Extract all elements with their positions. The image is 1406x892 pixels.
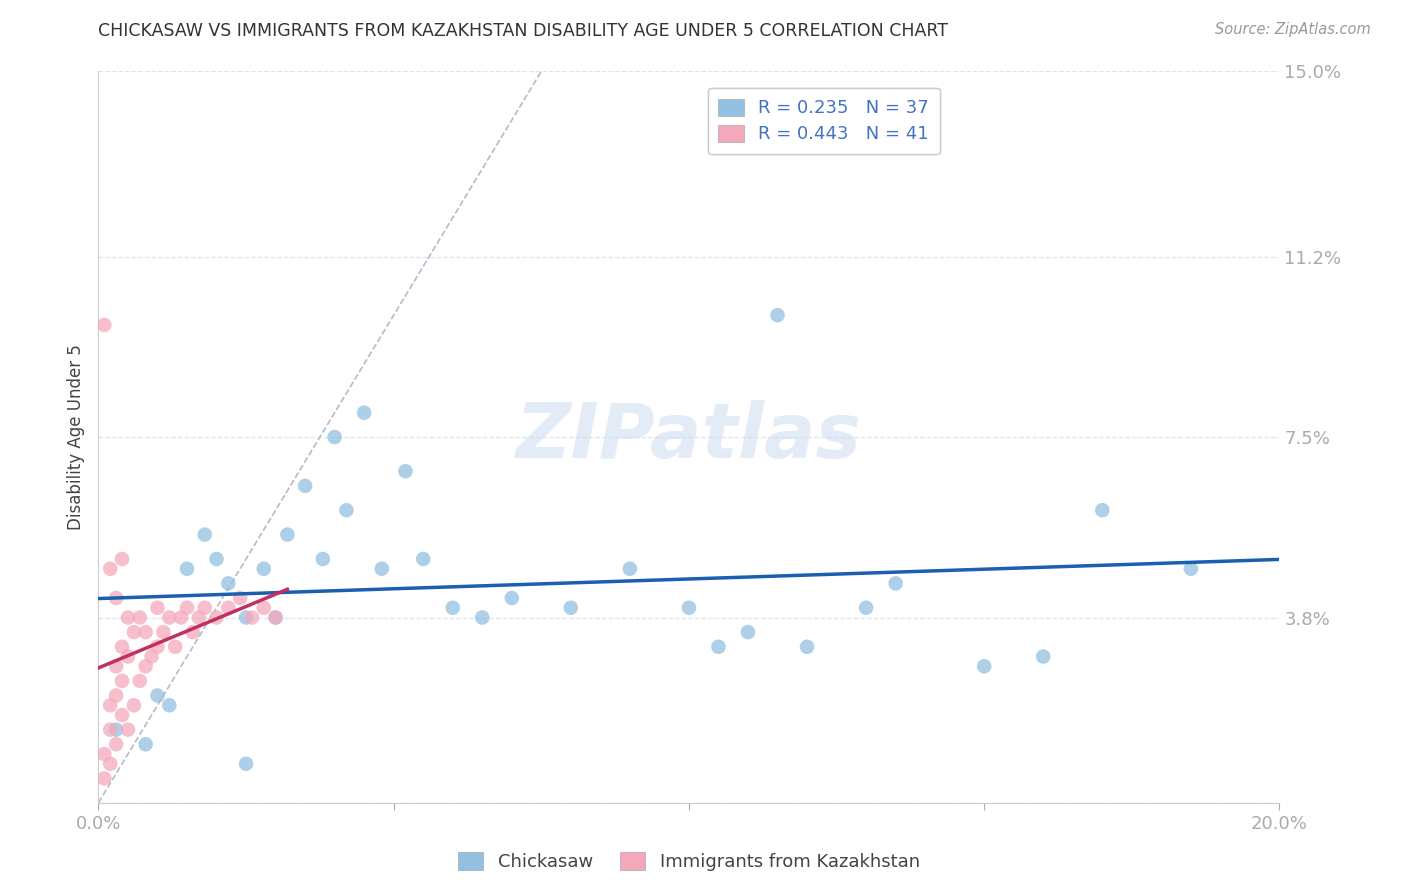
- Point: [98, 562, 121, 576]
- Point: [1032, 649, 1054, 664]
- Point: [264, 610, 287, 624]
- Point: [117, 649, 139, 664]
- Point: [105, 737, 128, 751]
- Point: [217, 600, 239, 615]
- Point: [146, 689, 169, 703]
- Point: [135, 659, 157, 673]
- Point: [796, 640, 818, 654]
- Point: [240, 610, 263, 624]
- Point: [146, 640, 169, 654]
- Point: [194, 527, 217, 541]
- Point: [371, 562, 394, 576]
- Point: [141, 649, 163, 664]
- Point: [111, 708, 134, 723]
- Point: [105, 723, 128, 737]
- Point: [128, 673, 150, 688]
- Text: CHICKASAW VS IMMIGRANTS FROM KAZAKHSTAN DISABILITY AGE UNDER 5 CORRELATION CHART: CHICKASAW VS IMMIGRANTS FROM KAZAKHSTAN …: [98, 22, 949, 40]
- Point: [264, 610, 287, 624]
- Point: [973, 659, 995, 673]
- Point: [93, 318, 115, 332]
- Point: [152, 625, 174, 640]
- Point: [194, 600, 217, 615]
- Point: [205, 610, 228, 624]
- Point: [441, 600, 464, 615]
- Point: [217, 576, 239, 591]
- Text: Source: ZipAtlas.com: Source: ZipAtlas.com: [1215, 22, 1371, 37]
- Point: [707, 640, 730, 654]
- Y-axis label: Disability Age Under 5: Disability Age Under 5: [66, 344, 84, 530]
- Legend: Chickasaw, Immigrants from Kazakhstan: Chickasaw, Immigrants from Kazakhstan: [451, 846, 927, 879]
- Point: [253, 562, 276, 576]
- Point: [117, 610, 139, 624]
- Point: [229, 591, 252, 605]
- Point: [501, 591, 523, 605]
- Point: [323, 430, 346, 444]
- Point: [737, 625, 759, 640]
- Point: [111, 552, 134, 566]
- Point: [471, 610, 494, 624]
- Point: [619, 562, 641, 576]
- Point: [117, 723, 139, 737]
- Point: [187, 610, 209, 624]
- Point: [253, 600, 276, 615]
- Point: [128, 610, 150, 624]
- Point: [111, 673, 134, 688]
- Point: [394, 464, 416, 478]
- Point: [122, 698, 145, 713]
- Point: [157, 698, 180, 713]
- Point: [176, 562, 198, 576]
- Point: [235, 756, 257, 771]
- Point: [105, 659, 128, 673]
- Point: [98, 756, 121, 771]
- Point: [146, 600, 169, 615]
- Point: [176, 600, 198, 615]
- Point: [105, 591, 128, 605]
- Point: [93, 772, 115, 786]
- Point: [855, 600, 877, 615]
- Point: [205, 552, 228, 566]
- Point: [678, 600, 700, 615]
- Point: [1180, 562, 1202, 576]
- Point: [181, 625, 204, 640]
- Point: [98, 723, 121, 737]
- Point: [135, 625, 157, 640]
- Point: [312, 552, 335, 566]
- Point: [122, 625, 145, 640]
- Point: [235, 610, 257, 624]
- Point: [294, 479, 316, 493]
- Point: [111, 640, 134, 654]
- Point: [353, 406, 375, 420]
- Point: [170, 610, 193, 624]
- Point: [884, 576, 907, 591]
- Point: [135, 737, 157, 751]
- Point: [98, 698, 121, 713]
- Point: [412, 552, 434, 566]
- Point: [165, 640, 187, 654]
- Point: [276, 527, 298, 541]
- Point: [1091, 503, 1114, 517]
- Point: [157, 610, 180, 624]
- Point: [766, 308, 789, 322]
- Point: [560, 600, 582, 615]
- Legend: R = 0.235   N = 37, R = 0.443   N = 41: R = 0.235 N = 37, R = 0.443 N = 41: [707, 87, 939, 154]
- Text: ZIPatlas: ZIPatlas: [516, 401, 862, 474]
- Point: [105, 689, 128, 703]
- Point: [335, 503, 357, 517]
- Point: [93, 747, 115, 761]
